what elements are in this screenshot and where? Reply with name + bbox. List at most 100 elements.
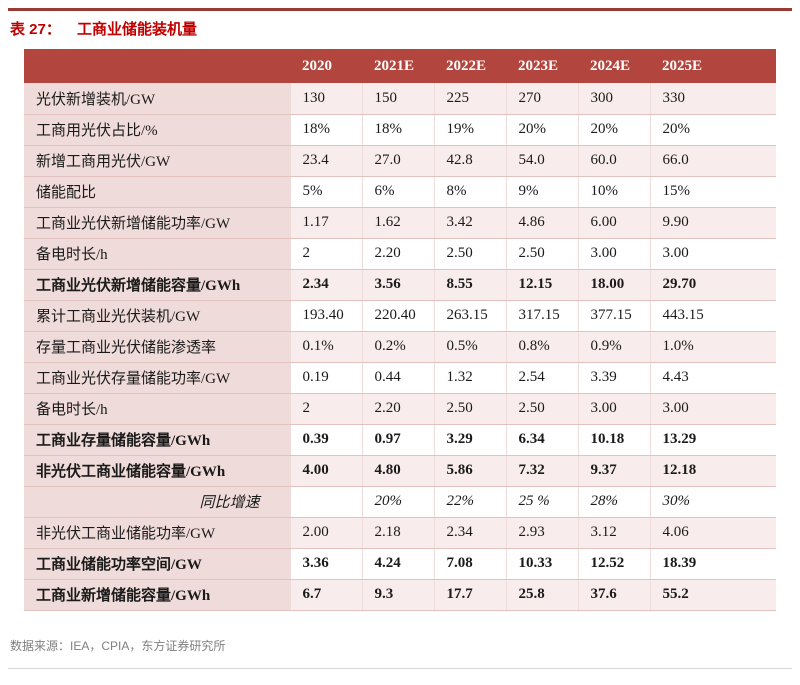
table-row: 工商用光伏占比/% 18% 18% 19% 20% 20% 20%: [24, 114, 776, 146]
value-cell: 6%: [361, 176, 434, 208]
value-cell: 0.39: [289, 424, 362, 456]
value-cell: 18%: [361, 114, 434, 146]
top-rule: [8, 8, 792, 11]
value-cell: 4.24: [361, 548, 434, 580]
year-header: 2024E: [578, 49, 650, 83]
value-cell: 6.00: [577, 207, 650, 239]
row-label: 工商业存量储能容量/GWh: [24, 424, 290, 456]
table-row: 非光伏工商业储能容量/GWh 4.00 4.80 5.86 7.32 9.37 12.18: [24, 455, 776, 487]
value-cell: 9.90: [649, 207, 776, 239]
value-cell: [289, 486, 362, 518]
table-row: 工商业光伏新增储能功率/GW 1.17 1.62 3.42 4.86 6.00 9.90: [24, 207, 776, 239]
value-cell: 15%: [649, 176, 776, 208]
table-row: 储能配比 5% 6% 8% 9% 10% 15%: [24, 176, 776, 208]
value-cell: 1.17: [289, 207, 362, 239]
value-cell: 1.0%: [649, 331, 776, 363]
value-cell: 1.62: [361, 207, 434, 239]
value-cell: 20%: [649, 114, 776, 146]
value-cell: 23.4: [289, 145, 362, 177]
value-cell: 29.70: [649, 269, 776, 301]
row-label: 工商业储能功率空间/GW: [24, 548, 290, 580]
year-header: 2023E: [506, 49, 578, 83]
value-cell: 2.34: [289, 269, 362, 301]
value-cell: 10%: [577, 176, 650, 208]
value-cell: 2.50: [505, 238, 578, 270]
value-cell: 5%: [289, 176, 362, 208]
value-cell: 54.0: [505, 145, 578, 177]
year-header: 2021E: [362, 49, 434, 83]
value-cell: 7.08: [433, 548, 506, 580]
bottom-rule: [8, 667, 792, 669]
row-label: 非光伏工商业储能容量/GWh: [24, 455, 290, 487]
value-cell: 2.20: [361, 238, 434, 270]
value-cell: 19%: [433, 114, 506, 146]
table-row: 光伏新增装机/GW 130 150 225 270 300 330: [24, 83, 776, 115]
value-cell: 130: [289, 83, 362, 115]
value-cell: 4.00: [289, 455, 362, 487]
table-body: 光伏新增装机/GW 130 150 225 270 300 330 工商用光伏占比/% 18% 1…: [24, 83, 776, 611]
value-cell: 20%: [505, 114, 578, 146]
row-label: 工商业光伏存量储能功率/GW: [24, 362, 290, 394]
year-header: 2020: [290, 49, 362, 83]
storage-capacity-table: 2020 2021E 2022E 2023E 2024E 2025E 光伏新增装机/GW 1…: [24, 49, 776, 611]
value-cell: 2: [289, 393, 362, 425]
table-row: 存量工商业光伏储能渗透率 0.1% 0.2% 0.5% 0.8% 0.9% 1.0%: [24, 331, 776, 363]
value-cell: 2.93: [505, 517, 578, 549]
table-row: 工商业光伏存量储能功率/GW 0.19 0.44 1.32 2.54 3.39 4.43: [24, 362, 776, 394]
value-cell: 2.50: [433, 238, 506, 270]
value-cell: 10.33: [505, 548, 578, 580]
value-cell: 7.32: [505, 455, 578, 487]
year-header: 2022E: [434, 49, 506, 83]
table-row: 工商业新增储能容量/GWh 6.7 9.3 17.7 25.8 37.6 55.2: [24, 579, 776, 611]
data-source-note: 数据来源：IEA，CPIA，东方证券研究所: [10, 638, 226, 653]
value-cell: 225: [433, 83, 506, 115]
value-cell: 2.50: [433, 393, 506, 425]
value-cell: 60.0: [577, 145, 650, 177]
value-cell: 2.54: [505, 362, 578, 394]
value-cell: 2.20: [361, 393, 434, 425]
value-cell: 3.39: [577, 362, 650, 394]
value-cell: 22%: [433, 486, 506, 518]
value-cell: 4.86: [505, 207, 578, 239]
row-label: 非光伏工商业储能功率/GW: [24, 517, 290, 549]
value-cell: 55.2: [649, 579, 776, 611]
table-row: 备电时长/h 2 2.20 2.50 2.50 3.00 3.00: [24, 238, 776, 270]
value-cell: 9.3: [361, 579, 434, 611]
row-label: 新增工商用光伏/GW: [24, 145, 290, 177]
value-cell: 3.12: [577, 517, 650, 549]
value-cell: 17.7: [433, 579, 506, 611]
value-cell: 0.5%: [433, 331, 506, 363]
value-cell: 37.6: [577, 579, 650, 611]
value-cell: 9%: [505, 176, 578, 208]
row-label: 工商业新增储能容量/GWh: [24, 579, 290, 611]
value-cell: 193.40: [289, 300, 362, 332]
value-cell: 8%: [433, 176, 506, 208]
row-label: 工商用光伏占比/%: [24, 114, 290, 146]
value-cell: 42.8: [433, 145, 506, 177]
value-cell: 2.18: [361, 517, 434, 549]
value-cell: 0.9%: [577, 331, 650, 363]
value-cell: 3.29: [433, 424, 506, 456]
value-cell: 3.00: [649, 393, 776, 425]
table-row: 备电时长/h 2 2.20 2.50 2.50 3.00 3.00: [24, 393, 776, 425]
value-cell: 9.37: [577, 455, 650, 487]
value-cell: 4.80: [361, 455, 434, 487]
value-cell: 0.1%: [289, 331, 362, 363]
table-row: 同比增速 20% 22% 25 % 28% 30%: [24, 486, 776, 518]
row-label: 工商业光伏新增储能容量/GWh: [24, 269, 290, 301]
table-row: 累计工商业光伏装机/GW 193.40 220.40 263.15 317.15 377.…: [24, 300, 776, 332]
value-cell: 300: [577, 83, 650, 115]
value-cell: 12.15: [505, 269, 578, 301]
value-cell: 25 %: [505, 486, 578, 518]
value-cell: 2: [289, 238, 362, 270]
report-page: 表 27： 工商业储能装机量 2020 2021E 2022E 2023E 2024E 2…: [8, 8, 792, 669]
table-row: 工商业存量储能容量/GWh 0.39 0.97 3.29 6.34 10.18 13.29: [24, 424, 776, 456]
row-label: 存量工商业光伏储能渗透率: [24, 331, 290, 363]
value-cell: 6.7: [289, 579, 362, 611]
value-cell: 4.06: [649, 517, 776, 549]
row-label: 同比增速: [24, 486, 290, 518]
value-cell: 150: [361, 83, 434, 115]
value-cell: 443.15: [649, 300, 776, 332]
row-label: 光伏新增装机/GW: [24, 83, 290, 115]
value-cell: 0.97: [361, 424, 434, 456]
